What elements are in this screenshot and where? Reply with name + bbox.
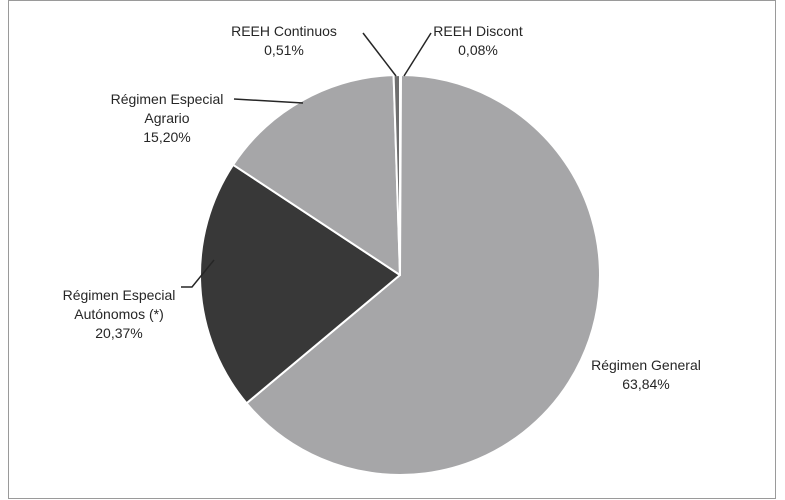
leader-lines bbox=[181, 32, 432, 288]
slice-labels: REEH Discont 0,08%Régimen General 63,84%Ré… bbox=[63, 23, 701, 392]
slice-category-label: Autónomos (*) bbox=[74, 306, 163, 322]
label-reeh-discont: REEH Discont 0,08% bbox=[433, 23, 523, 58]
slice-especial-agrario bbox=[232, 74, 401, 276]
slice-category-label: REEH Continuos bbox=[231, 23, 337, 39]
slice-category-label: Agrario bbox=[144, 110, 189, 126]
label-reeh-continuos: REEH Continuos 0,51% bbox=[231, 23, 337, 58]
label-especial-autonomos: Régimen Especial Autónomos (*) 20,37% bbox=[63, 287, 176, 341]
slice-category-label: Régimen General bbox=[591, 357, 701, 373]
slice-especial-autonomos bbox=[199, 163, 401, 405]
leader-line bbox=[181, 259, 215, 288]
slice-value-label: 0,51% bbox=[264, 42, 304, 58]
label-regimen-general: Régimen General 63,84% bbox=[591, 357, 701, 392]
slice-category-label: Régimen Especial bbox=[63, 287, 176, 303]
slice-value-label: 20,37% bbox=[95, 325, 142, 341]
label-especial-agrario: Régimen Especial Agrario 15,20% bbox=[111, 91, 224, 145]
slice-value-label: 63,84% bbox=[622, 376, 669, 392]
slice-reeh-continuos bbox=[392, 73, 401, 276]
leader-line bbox=[403, 32, 432, 77]
slice-category-label: REEH Discont bbox=[433, 23, 523, 39]
slice-regimen-general bbox=[245, 74, 601, 476]
slice-value-label: 15,20% bbox=[143, 129, 190, 145]
slice-value-label: 0,08% bbox=[458, 42, 498, 58]
leader-line bbox=[233, 98, 304, 104]
leader-line bbox=[362, 32, 397, 77]
pie-slices bbox=[199, 73, 601, 476]
slice-category-label: Régimen Especial bbox=[111, 91, 224, 107]
